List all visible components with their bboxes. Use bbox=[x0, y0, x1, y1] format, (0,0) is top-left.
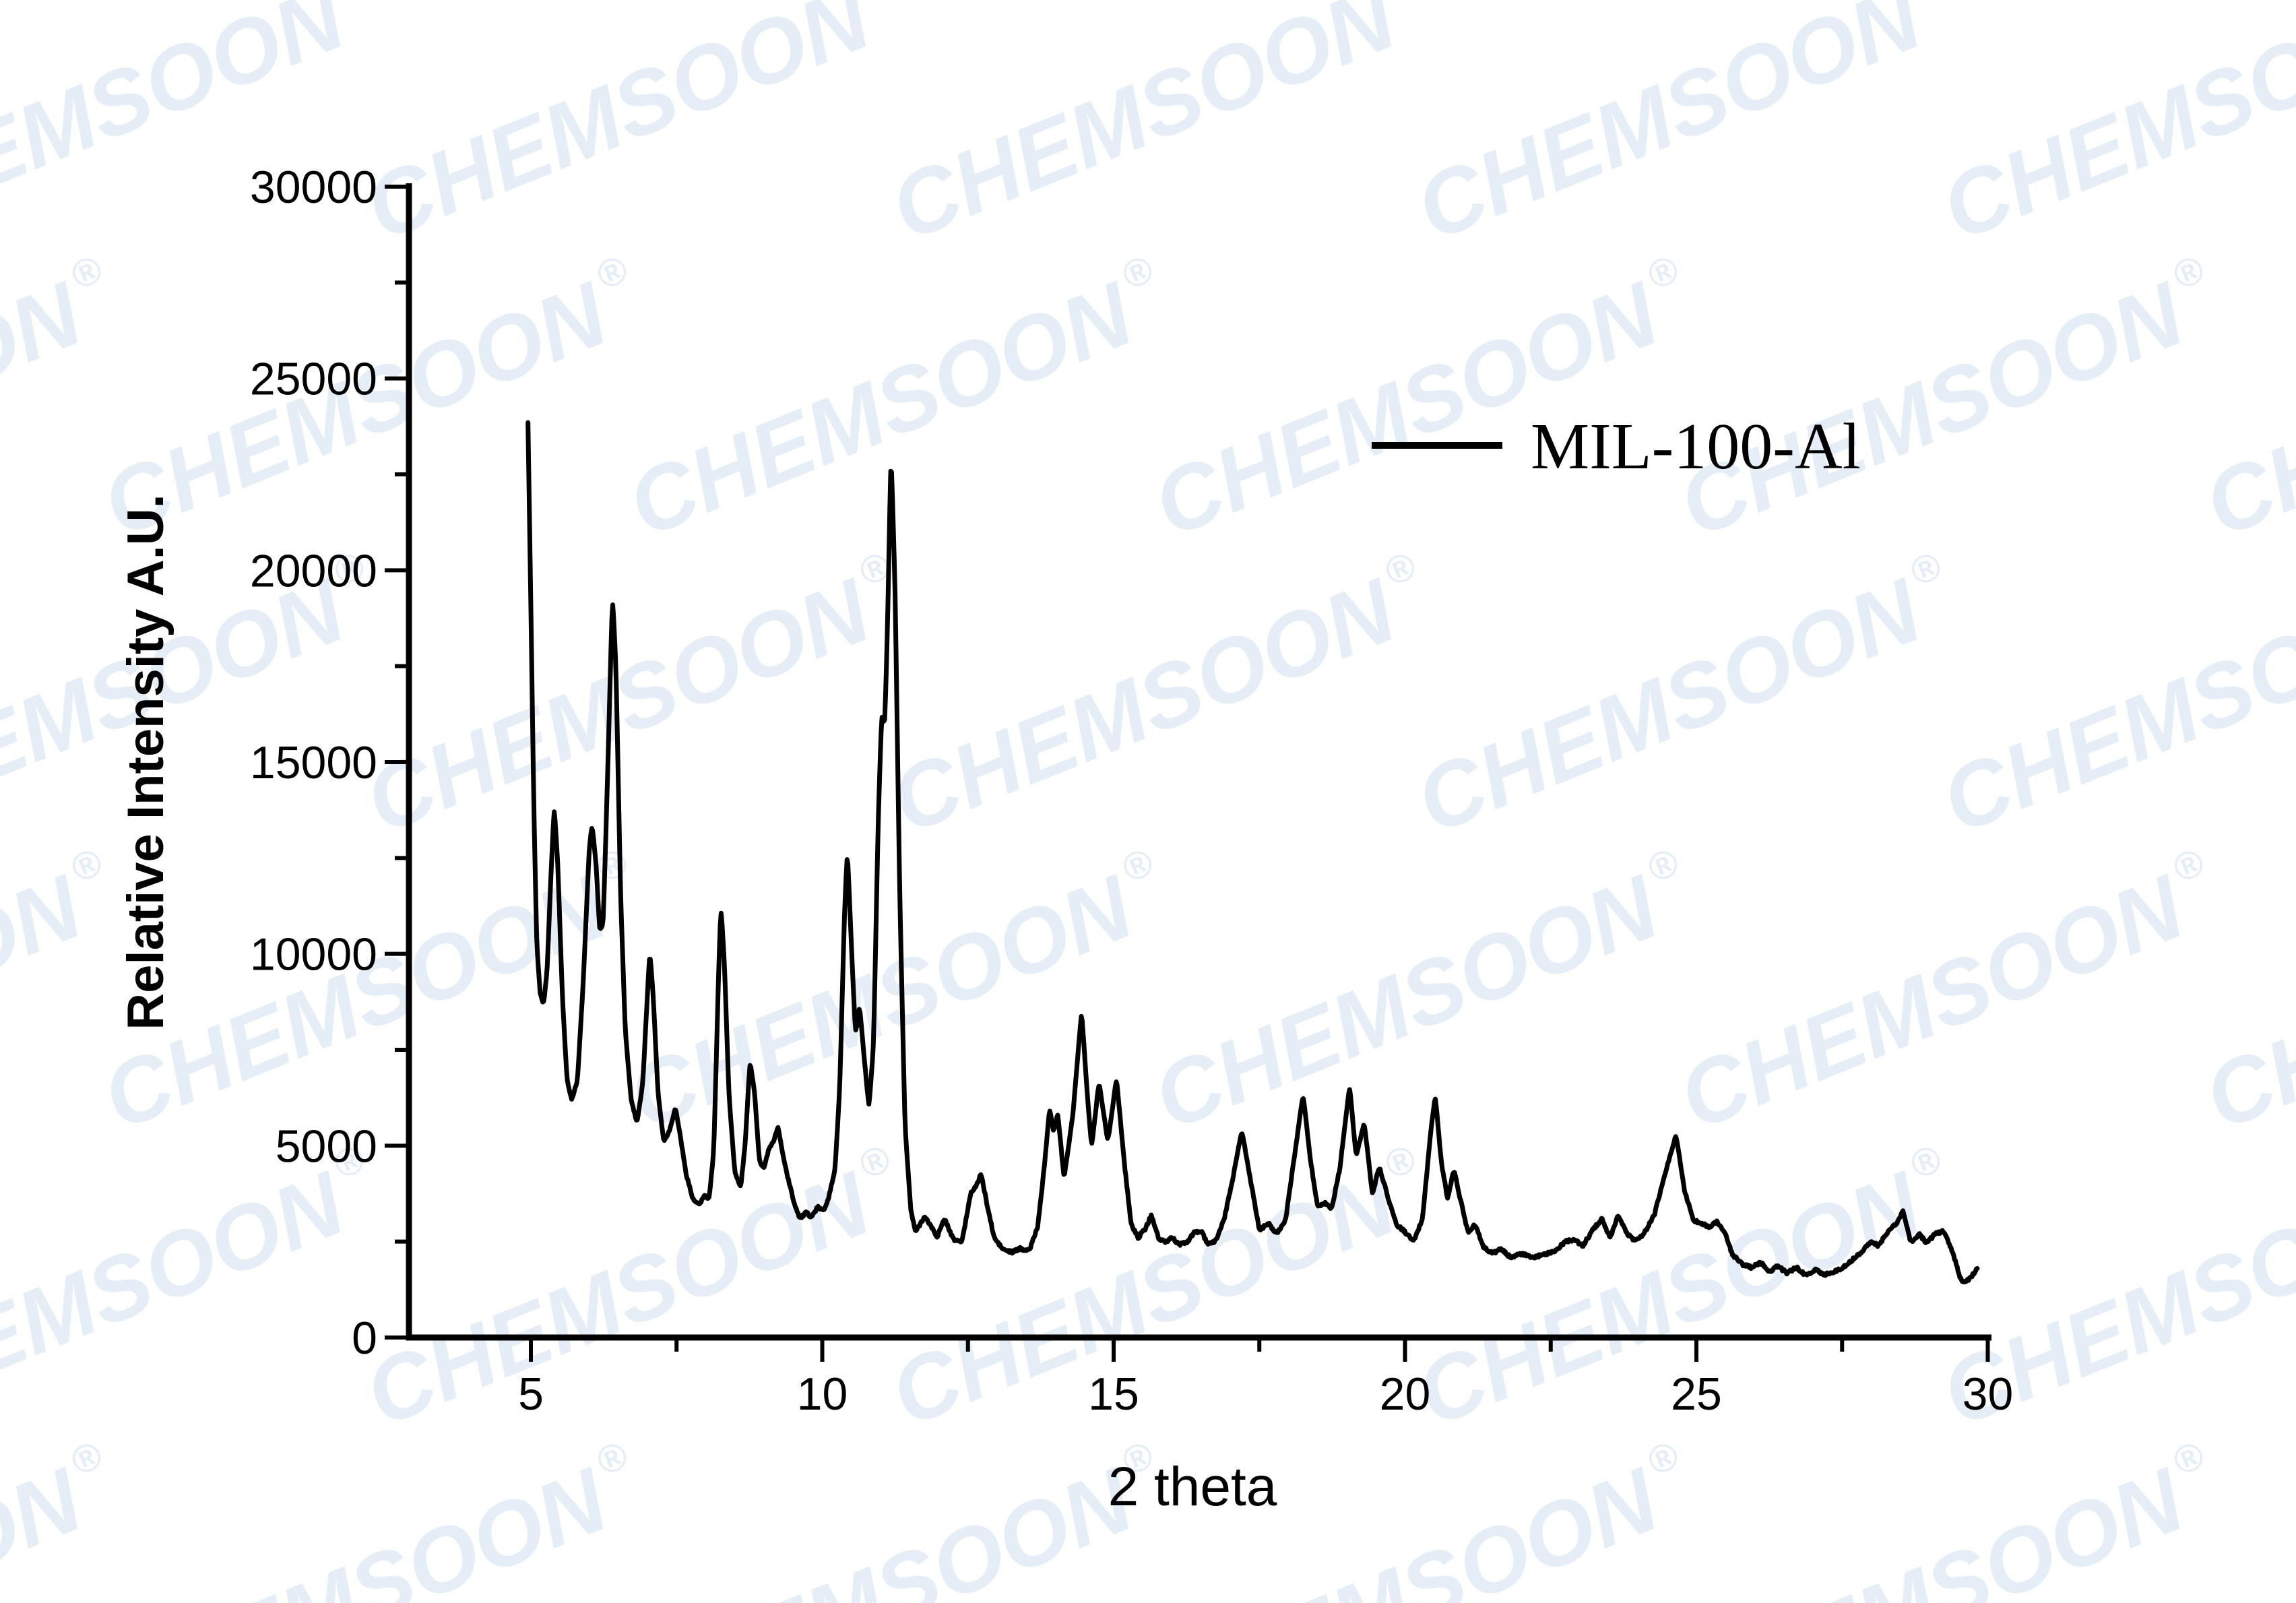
watermark-text: CHEMSOON® bbox=[1927, 0, 2296, 259]
y-axis-tick-label: 30000 bbox=[250, 162, 377, 213]
trace-mil-100-al bbox=[525, 420, 1980, 1285]
y-axis-tick-label: 5000 bbox=[276, 1121, 377, 1172]
x-axis-tick-label: 10 bbox=[797, 1369, 848, 1420]
watermark-text: CHEMSOON® bbox=[88, 1433, 656, 1603]
watermark-text: CHEMSOON® bbox=[2190, 1433, 2296, 1603]
y-axis-tick-label: 20000 bbox=[250, 545, 377, 596]
legend-label: MIL-100-Al bbox=[1531, 410, 1861, 483]
watermark-text: CHEMSOON® bbox=[1665, 1433, 2232, 1603]
watermark-text: CHEMSOON® bbox=[1402, 0, 1969, 259]
watermark-text: CHEMSOON® bbox=[1665, 840, 2232, 1149]
watermark-text: CHEMSOON® bbox=[2190, 840, 2296, 1149]
watermark-text: CHEMSOON® bbox=[2190, 247, 2296, 556]
legend: MIL-100-Al bbox=[1372, 410, 1861, 483]
watermark-text: CHEMSOON® bbox=[876, 543, 1444, 852]
x-axis-tick-label: 15 bbox=[1088, 1369, 1139, 1420]
watermark-text: CHEMSOON® bbox=[351, 0, 918, 259]
y-axis-tick-label: 15000 bbox=[250, 737, 377, 788]
watermark-text: CHEMSOON® bbox=[614, 247, 1181, 556]
y-axis-tick-label: 25000 bbox=[250, 354, 377, 405]
watermark-text: CHEMSOON® bbox=[876, 0, 1444, 259]
watermark-text: CHEMSOON® bbox=[1139, 840, 1707, 1149]
y-axis-tick-label: 10000 bbox=[250, 929, 377, 980]
watermark-text: CHEMSOON® bbox=[0, 1433, 130, 1603]
x-axis-tick-label: 20 bbox=[1380, 1369, 1431, 1420]
watermark-text: CHEMSOON® bbox=[1139, 247, 1707, 556]
y-axis-tick-label: 0 bbox=[352, 1313, 377, 1364]
x-axis-tick-label: 30 bbox=[1963, 1369, 2014, 1420]
x-axis-tick-label: 5 bbox=[518, 1369, 544, 1420]
y-axis-title: Relative Intensity A.U. bbox=[117, 494, 174, 1030]
watermark-text: CHEMSOON® bbox=[351, 543, 918, 852]
watermark-text: CHEMSOON® bbox=[0, 0, 393, 259]
x-axis-title: 2 theta bbox=[1108, 1456, 1277, 1517]
x-axis-tick-label: 25 bbox=[1671, 1369, 1722, 1420]
plot-area: 5 10 15 20 25 30 0 5000 10000 15000 20000 25000 3000… bbox=[250, 162, 2013, 1420]
watermark-text: CHEMSOON® bbox=[614, 1433, 1181, 1603]
watermark-text: CHEMSOON® bbox=[1927, 543, 2296, 852]
watermark-text: CHEMSOON® bbox=[1665, 247, 2232, 556]
watermark-text: CHEMSOON® bbox=[1402, 543, 1969, 852]
watermark-text: CHEMSOON® bbox=[0, 1136, 393, 1445]
axis-frame bbox=[406, 183, 1991, 1341]
watermark-text: CHEMSOON® bbox=[876, 1136, 1444, 1445]
